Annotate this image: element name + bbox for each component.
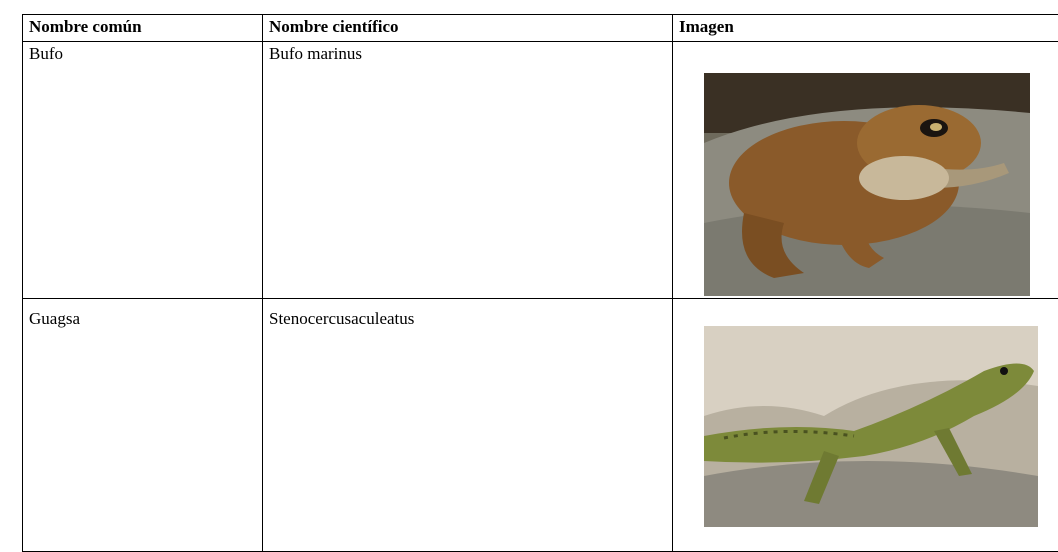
page: Nombre común Nombre científico Imagen Bu… bbox=[0, 0, 1058, 527]
toad-image bbox=[704, 73, 1030, 296]
header-cell: Imagen bbox=[673, 15, 1058, 42]
cell: Stenocercusaculeatus bbox=[263, 299, 673, 552]
lizard-image bbox=[704, 326, 1038, 527]
header-row: Nombre común Nombre científico Imagen bbox=[23, 15, 1058, 42]
header-cell: Nombre común bbox=[23, 15, 263, 42]
cell: Bufo marinus bbox=[263, 42, 673, 299]
header-cell: Nombre científico bbox=[263, 15, 673, 42]
cell: Guagsa bbox=[23, 299, 263, 552]
cell: Bufo bbox=[23, 42, 263, 299]
